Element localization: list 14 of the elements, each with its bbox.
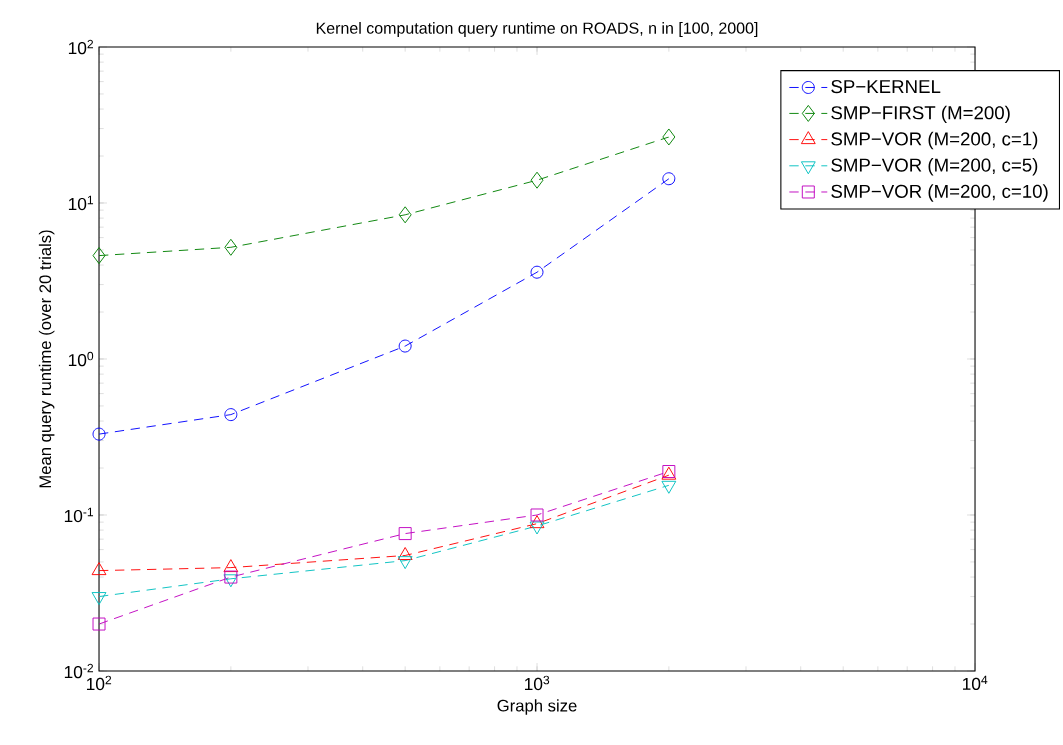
legend-label: SMP−VOR (M=200, c=5) — [831, 158, 1038, 176]
x-tick-label: 10$^{3}$ — [524, 675, 550, 691]
y-tick-label: 10$^{2}$ — [68, 39, 94, 55]
legend-label: SMP−VOR (M=200, c=1) — [831, 131, 1038, 150]
x-tick-label: 10$^{4}$ — [962, 675, 988, 691]
y-tick-label: 10$^{1}$ — [68, 195, 94, 211]
y-tick-label: 10$^{-1}$ — [64, 507, 94, 523]
legend-label: SP−KERNEL — [831, 79, 941, 94]
legend-label: SMP−VOR (M=200, c=10) — [831, 184, 1048, 202]
chart-title: Kernel computation query runtime on ROADS, n in [100, 2000] — [316, 22, 758, 37]
y-axis-title: Mean query runtime (over 20 trials) — [38, 230, 55, 488]
legend-label: SMP−FIRST (M=200) — [831, 105, 1010, 124]
y-tick-label: 10$^{0}$ — [68, 351, 94, 367]
x-axis-title: Graph size — [497, 699, 577, 715]
